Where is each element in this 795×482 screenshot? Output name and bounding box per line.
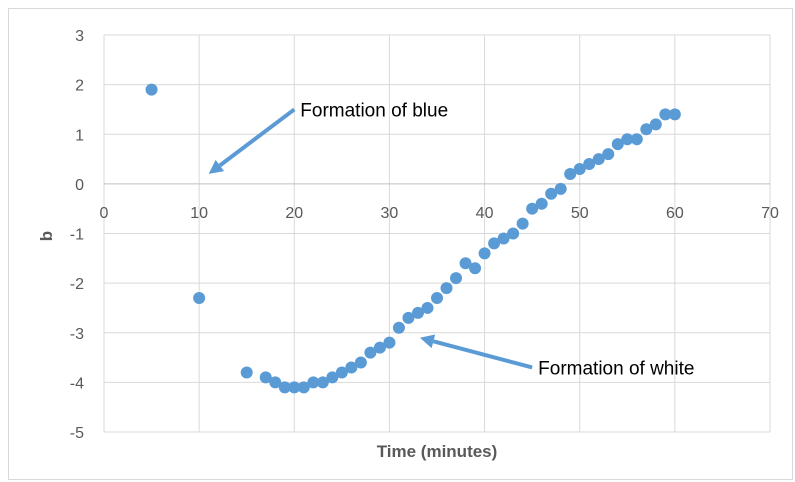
data-point: [297, 381, 310, 394]
y-tick-label: 1: [75, 127, 84, 144]
x-tick-label: 50: [571, 205, 589, 222]
y-tick-label: -4: [70, 375, 84, 392]
data-point: [545, 187, 558, 200]
chart-frame: [8, 8, 793, 480]
data-point: [326, 371, 339, 384]
data-point: [573, 162, 586, 175]
data-point: [364, 346, 377, 359]
grid: [103, 34, 771, 433]
annotation-label: Formation of white: [538, 358, 694, 379]
x-tick-label: 70: [761, 205, 779, 222]
data-point: [288, 381, 301, 394]
data-point: [516, 217, 529, 230]
x-tick-label: 0: [100, 205, 109, 222]
data-point: [630, 133, 643, 146]
data-points: [145, 83, 681, 394]
data-point: [602, 148, 615, 161]
data-point: [345, 361, 358, 374]
data-point: [497, 232, 510, 245]
data-point: [488, 237, 501, 250]
data-point: [193, 292, 206, 305]
data-point: [421, 301, 434, 314]
data-point: [316, 376, 329, 389]
y-axis-title: b: [37, 231, 56, 241]
data-point: [411, 306, 424, 319]
data-point: [259, 371, 272, 384]
data-point: [450, 272, 463, 285]
data-point: [335, 366, 348, 379]
annotation-label: Formation of blue: [300, 100, 448, 121]
x-tick-label: 40: [476, 205, 494, 222]
data-point: [373, 341, 386, 354]
y-tick-label: -5: [70, 425, 84, 442]
annotations: Formation of blue Formation of white: [208, 100, 694, 379]
y-tick-label: -3: [70, 326, 84, 343]
annotation-arrow-shaft: [218, 107, 296, 168]
data-point: [611, 138, 624, 151]
y-tick-label: -1: [70, 227, 84, 244]
x-axis-title: Time (minutes): [377, 442, 498, 461]
tick-labels: 0 10 20 30 40 50 60 70 -5 -4 -3 -2 -1 0 1 2 3: [70, 28, 779, 442]
data-point: [469, 262, 482, 275]
y-tick-label: -2: [70, 276, 84, 293]
data-point: [649, 118, 662, 131]
data-point: [145, 83, 158, 96]
data-point: [459, 257, 472, 270]
data-point: [431, 292, 443, 305]
data-point: [564, 167, 577, 180]
data-point: [526, 202, 539, 215]
data-point: [278, 381, 291, 394]
data-point: [507, 227, 520, 240]
data-point: [240, 366, 253, 379]
data-point: [307, 376, 320, 389]
data-point: [402, 311, 415, 324]
data-point: [640, 123, 653, 136]
data-point: [269, 376, 282, 389]
data-point: [621, 133, 634, 146]
data-point: [535, 197, 548, 210]
y-tick-label: 3: [75, 28, 84, 45]
data-point: [478, 247, 491, 260]
data-point: [554, 182, 567, 195]
data-point: [383, 336, 396, 349]
x-tick-label: 10: [190, 205, 208, 222]
data-point: [668, 108, 681, 121]
annotation-arrow-shaft: [432, 339, 533, 370]
x-tick-label: 60: [666, 205, 684, 222]
y-tick-label: 0: [75, 177, 84, 194]
annotation-arrow-head: [419, 334, 436, 349]
data-point: [583, 158, 596, 171]
annotation-arrow-head: [208, 159, 225, 174]
data-point: [354, 356, 367, 369]
data-point: [392, 321, 405, 334]
data-point: [592, 153, 605, 166]
data-point: [440, 282, 453, 295]
data-point: [659, 108, 672, 121]
x-tick-label: 20: [285, 205, 303, 222]
x-tick-label: 30: [381, 205, 399, 222]
y-tick-label: 2: [75, 78, 84, 95]
